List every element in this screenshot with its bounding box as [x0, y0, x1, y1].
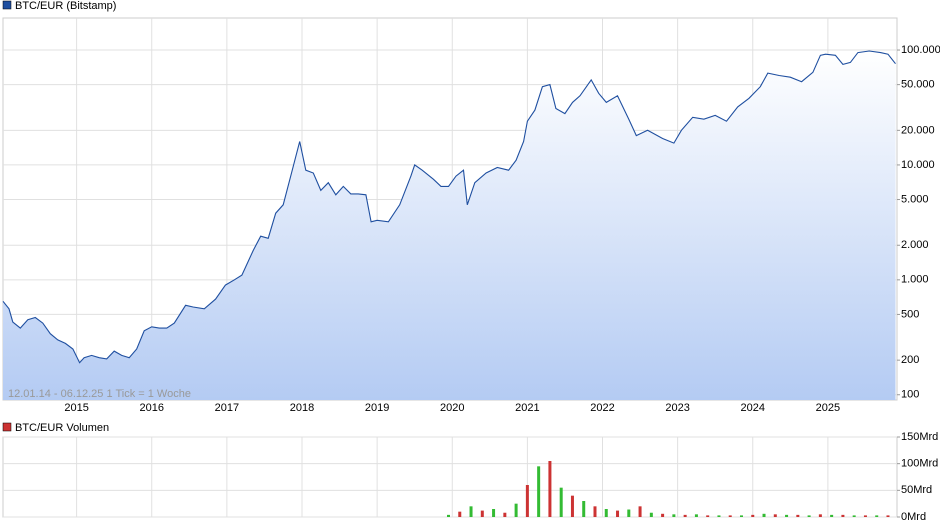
volume-bar — [582, 501, 586, 517]
volume-bar — [627, 509, 631, 517]
y-tick-label: 100 — [901, 389, 919, 401]
volume-bar — [661, 513, 665, 517]
y-tick-label: 20.000 — [901, 124, 935, 136]
x-tick-label: 2023 — [665, 402, 689, 414]
volume-bar — [480, 510, 484, 517]
volume-bar — [886, 515, 890, 517]
volume-bar — [717, 515, 721, 517]
y-tick-label: 50Mrd — [901, 484, 932, 496]
volume-bar — [875, 515, 879, 517]
volume-bar — [514, 503, 518, 517]
volume-bar — [694, 514, 698, 517]
y-tick-label: 500 — [901, 308, 919, 320]
x-tick-label: 2020 — [440, 402, 464, 414]
volume-bar — [537, 466, 541, 517]
volume-bar — [830, 514, 834, 517]
y-tick-label: 150Mrd — [901, 431, 938, 443]
annotation: 12.01.14 - 06.12.25 1 Tick = 1 Woche — [8, 388, 191, 400]
x-tick-label: 2024 — [741, 402, 765, 414]
x-tick-label: 2015 — [64, 402, 88, 414]
volume-bar — [559, 487, 563, 517]
x-tick-label: 2022 — [590, 402, 614, 414]
volume-bar — [525, 485, 529, 517]
area — [3, 51, 896, 400]
volume-bar — [616, 510, 620, 517]
volume-bar — [807, 515, 811, 517]
y-tick-label: 200 — [901, 354, 919, 366]
volume-bar — [446, 514, 450, 517]
volume-bar — [593, 506, 597, 517]
y-tick-label: 2.000 — [901, 239, 929, 251]
y-tick-label: 5.000 — [901, 193, 929, 205]
volume-bar — [762, 513, 766, 517]
volume-bar — [638, 506, 642, 517]
volume-bar — [604, 509, 608, 517]
volume-bar — [863, 515, 867, 517]
plot-frame — [2, 436, 898, 518]
volume-bar — [649, 512, 653, 517]
volume-bar — [739, 515, 743, 517]
y-tick-label: 1.000 — [901, 274, 929, 286]
x-tick-label: 2025 — [816, 402, 840, 414]
volume-bar — [751, 514, 755, 517]
x-tick-label: 2017 — [215, 402, 239, 414]
x-tick-label: 2021 — [515, 402, 539, 414]
volume-bar — [818, 514, 822, 517]
y-tick-label: 100Mrd — [901, 458, 938, 470]
y-tick-label: 10.000 — [901, 159, 935, 171]
volume-bar — [683, 514, 687, 517]
volume-bar — [469, 506, 473, 517]
volume-bar — [773, 514, 777, 517]
price-line — [2, 50, 896, 364]
volume-bar — [852, 515, 856, 517]
x-tick-label: 2016 — [140, 402, 164, 414]
volume-bar — [796, 514, 800, 517]
legend-swatch — [2, 422, 12, 432]
volume-bar — [570, 495, 574, 517]
y-tick-label: 0Mrd — [901, 511, 926, 523]
x-tick-label: 2019 — [365, 402, 389, 414]
volume-bar — [503, 512, 507, 517]
y-tick-label: 100.000 — [901, 44, 940, 56]
legend-swatch — [2, 0, 12, 10]
volume-bar — [458, 511, 462, 517]
volume-bar — [706, 515, 710, 517]
volume-bar — [492, 509, 496, 517]
volume-bar — [728, 515, 732, 517]
y-tick-label: 50.000 — [901, 79, 935, 91]
volume-bar — [672, 514, 676, 517]
chart-title: BTC/EUR Volumen — [15, 422, 109, 434]
volume-bar — [548, 461, 552, 517]
x-tick-label: 2018 — [290, 402, 314, 414]
chart-title: BTC/EUR (Bitstamp) — [15, 0, 116, 12]
volume-bar — [841, 514, 845, 517]
volume-bar — [785, 514, 789, 517]
